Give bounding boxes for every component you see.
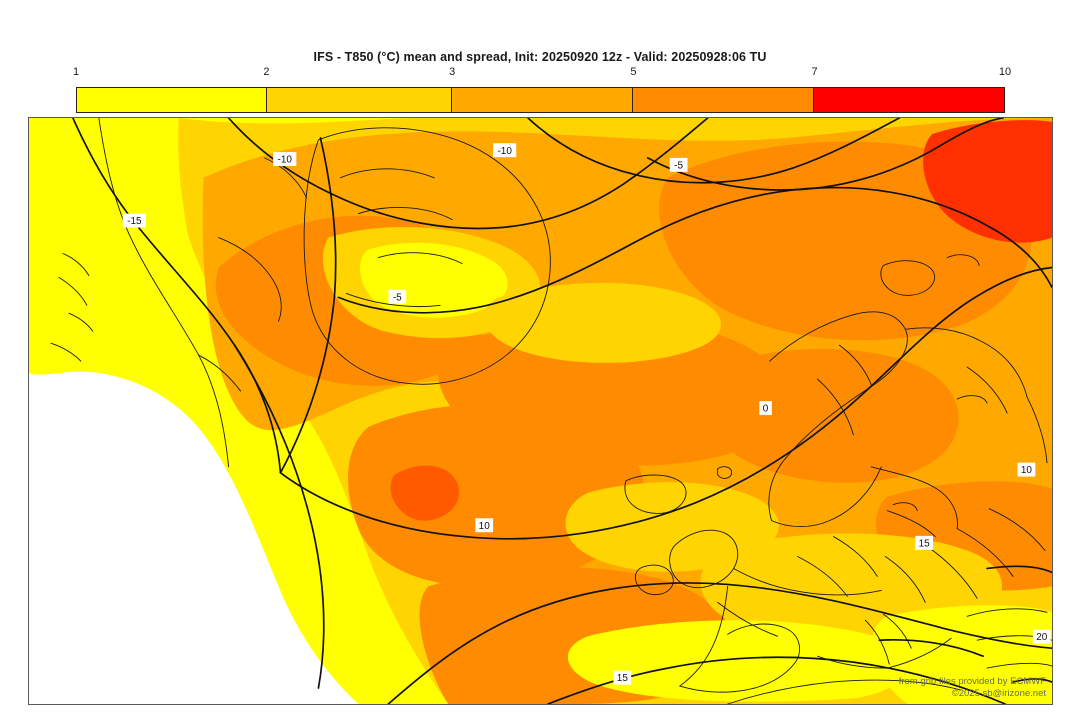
contour-label-halo — [493, 143, 517, 158]
contour-label-halo — [915, 535, 934, 550]
contour-label-halo — [669, 157, 688, 172]
coastline-layer — [50, 118, 1052, 704]
isotherm--15 — [72, 118, 282, 474]
isotherm-contour-layer — [72, 118, 1052, 704]
spread-band-5-7-nsea — [699, 348, 959, 483]
isotherm-10 — [387, 582, 1052, 704]
map-plot-area: -15 -10 -5 -10 -5 0 10 15 10 15 20 from grib files… — [28, 117, 1053, 705]
contour-label-halo — [475, 518, 494, 533]
contour-label--10: -10 — [497, 146, 512, 157]
contour-label-halo — [613, 670, 632, 685]
colorbar-tick-3: 3 — [449, 66, 456, 78]
spread-band-5-7-central — [348, 404, 645, 587]
isotherm-arctic — [646, 118, 1004, 191]
colorbar-tick-10: 10 — [998, 66, 1012, 78]
contour-label-halo — [122, 213, 146, 228]
spread-core-se — [872, 605, 1052, 704]
isotherm-10b — [986, 565, 1052, 574]
spread-band-1-2-b — [29, 118, 229, 370]
contour-label-10: 10 — [1021, 465, 1033, 476]
weather-map: -15 -10 -5 -10 -5 0 10 15 10 15 20 — [29, 118, 1052, 704]
colorbar-tick-1: 1 — [72, 66, 80, 78]
colorbar-gradient — [76, 87, 1005, 113]
spread-shading-layer — [29, 118, 1052, 704]
contour-label-15: 15 — [617, 673, 629, 684]
contour-labels: -15 -10 -5 -10 -5 0 10 15 10 15 20 — [122, 143, 1051, 685]
colorbar-tick-5: 5 — [630, 66, 637, 78]
contour-label-0: 0 — [763, 404, 769, 415]
colorbar-segment-1-2 — [77, 88, 268, 112]
colorbar-tick-labels: 1 2 3 5 7 10 — [72, 66, 1011, 84]
isotherm--5 — [337, 186, 1052, 314]
colorbar-tick-7: 7 — [811, 66, 818, 78]
contour-label-halo — [759, 401, 772, 416]
isotherm-20 — [1012, 678, 1052, 683]
contour-label--15: -15 — [127, 216, 142, 227]
contour-label--5: -5 — [393, 292, 402, 303]
spread-band-7-10-ne — [923, 120, 1052, 243]
contour-label--5: -5 — [674, 160, 683, 171]
contour-label-halo — [1032, 629, 1051, 644]
spread-core-iberia — [567, 620, 909, 702]
contour-label-15: 15 — [919, 538, 931, 549]
isotherm-5 — [233, 344, 325, 689]
colorbar-segment-2-3 — [267, 88, 453, 112]
colorbar: 1 2 3 5 7 10 — [72, 66, 1011, 114]
contour-label-halo — [388, 289, 407, 304]
contour-label-halo — [273, 152, 297, 166]
contour-label-10: 10 — [479, 521, 491, 532]
colorbar-segment-3-5 — [452, 88, 634, 112]
isotherm-15b — [878, 639, 984, 658]
colorbar-tick-2: 2 — [263, 66, 270, 78]
isotherm-0 — [279, 266, 1052, 540]
isotherm-15 — [547, 656, 1006, 704]
chart-title: IFS - T850 (°C) mean and spread, Init: 2… — [313, 50, 767, 64]
contour-label-20: 20 — [1036, 632, 1048, 643]
colorbar-segment-5-7 — [633, 88, 814, 112]
isotherm--10b — [279, 137, 337, 474]
isotherm--10 — [227, 118, 709, 230]
colorbar-segment-7-10 — [813, 88, 1004, 112]
contour-label-halo — [1017, 462, 1036, 477]
spread-band-7-10-small — [390, 465, 459, 521]
contour-label--10: -10 — [278, 155, 293, 166]
